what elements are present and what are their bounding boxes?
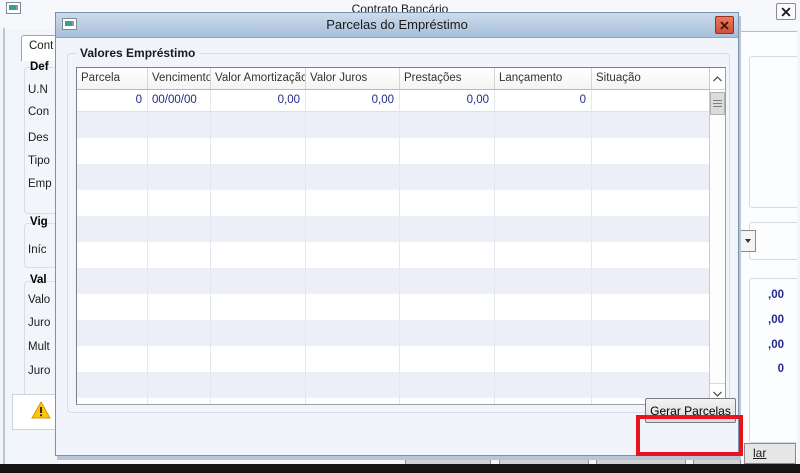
scrollbar-thumb[interactable] xyxy=(710,92,725,115)
column-header-prestacoes[interactable]: Prestações xyxy=(400,68,495,89)
cell-vencimento: 00/00/00 xyxy=(148,90,211,112)
column-header-situacao[interactable]: Situação xyxy=(596,72,641,84)
bg-label-des: Des xyxy=(28,132,49,144)
column-header-vencimento[interactable]: Vencimento xyxy=(148,68,211,89)
warning-icon xyxy=(31,400,51,424)
close-icon[interactable] xyxy=(776,3,796,20)
warning-field xyxy=(12,394,56,430)
bg-label-def: Def xyxy=(30,61,49,73)
bg-label-inic: Iníc xyxy=(28,244,47,256)
cell-valor-juros: 0,00 xyxy=(306,90,400,112)
combo-arrow-icon xyxy=(744,239,751,243)
grid-header-row: Parcela Vencimento Valor Amortização Val… xyxy=(77,68,709,90)
column-header-valor-juros[interactable]: Valor Juros xyxy=(306,68,400,89)
dialog-parcelas-emprestimo: Parcelas do Empréstimo Valores Empréstim… xyxy=(55,12,739,456)
groupbox-valores-emprestimo xyxy=(67,53,730,413)
cell-situacao xyxy=(592,90,709,112)
cancel-button[interactable]: lar xyxy=(744,443,796,464)
groupbox-label: Valores Empréstimo xyxy=(76,46,200,60)
bg-label-emp: Emp xyxy=(28,178,52,190)
dialog-title: Parcelas do Empréstimo xyxy=(326,17,468,32)
grid-content: Parcela Vencimento Valor Amortização Val… xyxy=(77,68,709,404)
gerar-parcelas-label: erar Parcelas xyxy=(659,403,731,418)
gerar-parcelas-button[interactable]: Gerar Parcelas xyxy=(645,398,736,423)
chevron-down-icon xyxy=(713,391,722,397)
bg-label-mult: Mult xyxy=(28,341,50,353)
thumb-grip-icon xyxy=(713,100,722,107)
table-row[interactable]: 0 00/00/00 0,00 0,00 0,00 0 xyxy=(77,90,709,112)
bottom-border-bar xyxy=(0,464,800,473)
column-header-parcela[interactable]: Parcela xyxy=(77,68,148,89)
bg-label-tipo: Tipo xyxy=(28,155,50,167)
bg-value-juros[interactable]: ,00 xyxy=(768,314,784,326)
combo-dropdown-button[interactable] xyxy=(739,230,756,252)
bg-value-multa[interactable]: ,00 xyxy=(768,339,784,351)
dialog-titlebar xyxy=(56,13,738,38)
parcelas-grid: Parcela Vencimento Valor Amortização Val… xyxy=(76,67,726,405)
bg-label-vig: Vig xyxy=(30,216,48,228)
scroll-up-button[interactable] xyxy=(710,68,725,90)
bg-label-valo: Valo xyxy=(28,294,51,306)
bg-value-juros-mora[interactable]: 0 xyxy=(777,363,784,375)
window-left-border xyxy=(3,28,5,464)
cell-valor-amortizacao: 0,00 xyxy=(211,90,306,112)
chevron-up-icon xyxy=(713,75,722,81)
vertical-scrollbar[interactable] xyxy=(709,68,725,404)
window-icon xyxy=(62,18,77,30)
grid-empty-rows xyxy=(77,112,709,404)
column-header-lancamento[interactable]: Lançamento xyxy=(495,68,592,89)
cell-prestacoes: 0,00 xyxy=(400,90,495,112)
bg-value-valor[interactable]: ,00 xyxy=(768,289,784,301)
bg-label-con: Con xyxy=(28,106,50,118)
bg-right-box-values xyxy=(749,278,797,443)
cell-parcela: 0 xyxy=(77,90,148,112)
bg-right-box-top xyxy=(749,56,797,208)
bg-label-un: U.N xyxy=(28,84,48,96)
bg-label-val: Val xyxy=(30,274,47,286)
close-icon[interactable] xyxy=(715,16,734,34)
window-icon xyxy=(6,2,21,14)
cell-lancamento: 0 xyxy=(495,90,592,112)
column-header-valor-amortizacao[interactable]: Valor Amortização xyxy=(211,68,306,89)
cancel-button-label: lar xyxy=(753,446,767,460)
bg-label-juro2: Juro xyxy=(28,365,51,377)
gerar-parcelas-accelerator: G xyxy=(650,403,660,418)
bg-label-juro1: Juro xyxy=(28,317,51,329)
bg-right-panel xyxy=(741,31,797,457)
tab-contrato[interactable]: Cont xyxy=(21,35,59,61)
bg-right-box-mid xyxy=(749,222,797,260)
